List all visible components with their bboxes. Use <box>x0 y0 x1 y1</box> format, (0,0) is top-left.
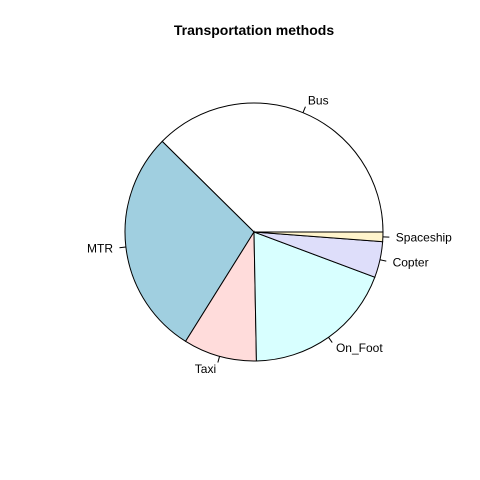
pie-slice-on-foot <box>253 231 376 362</box>
label-tick <box>379 259 387 262</box>
slice-label: On_Foot <box>336 341 383 355</box>
slice-label: Taxi <box>195 362 216 376</box>
slice-label: Spaceship <box>396 230 452 244</box>
pie-slices <box>124 102 384 362</box>
label-tick <box>217 356 221 363</box>
slice-label: Copter <box>393 256 429 270</box>
pie-slice-mtr <box>124 140 255 343</box>
slice-label: Bus <box>308 94 329 108</box>
label-tick <box>119 246 126 249</box>
slice-label: MTR <box>87 241 113 255</box>
label-tick <box>328 337 333 343</box>
pie-slice-spaceship <box>253 231 384 243</box>
label-tick <box>302 106 306 113</box>
pie-labels: Bus MTR Taxi On_Foot Copter Spaceship <box>87 94 452 376</box>
chart-title: Transportation methods <box>174 22 334 38</box>
pie-slice-bus <box>161 102 384 233</box>
